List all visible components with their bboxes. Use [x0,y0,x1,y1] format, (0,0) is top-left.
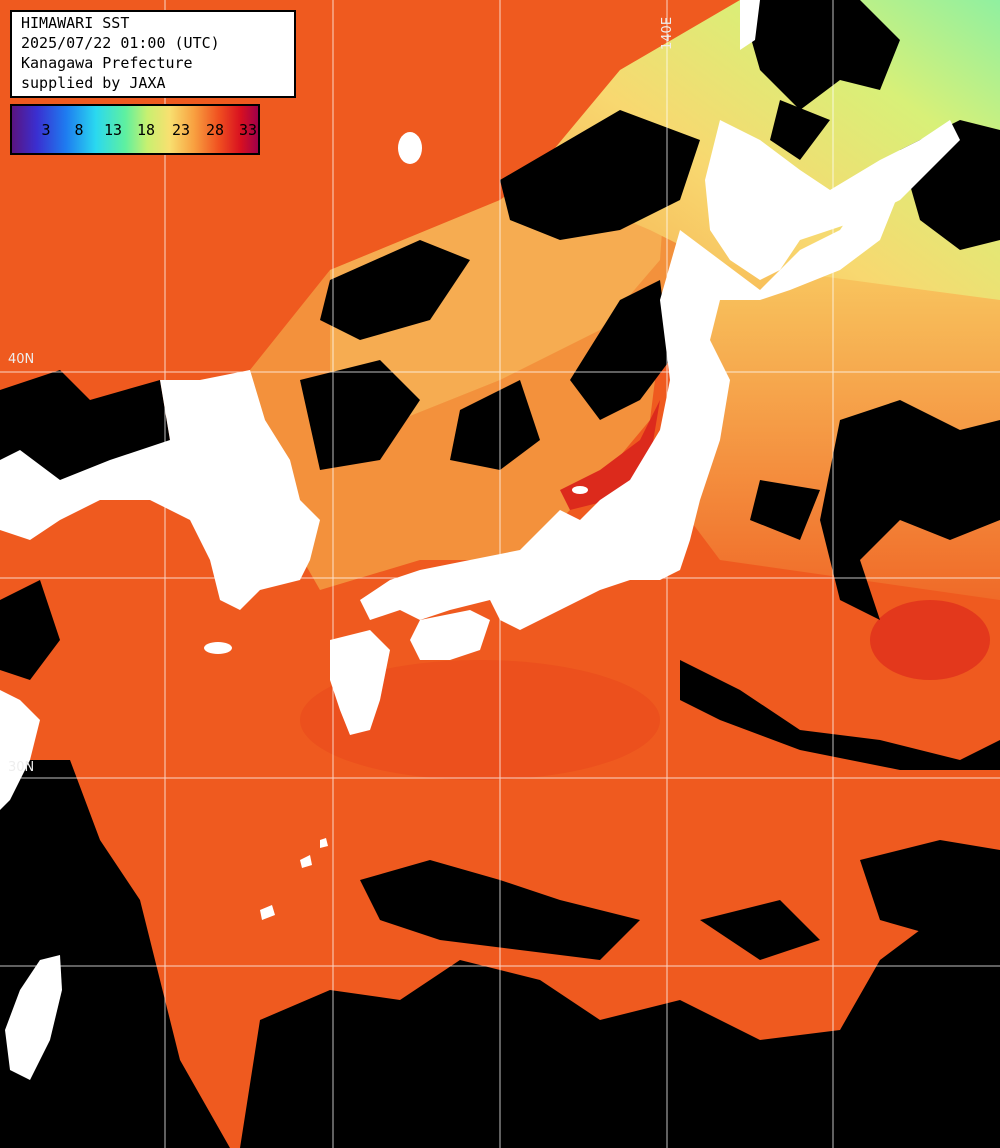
china-coast [0,690,40,810]
data-source: supplied by JAXA [21,74,166,92]
legend-tick: 23 [171,121,191,139]
legend-tick: 13 [103,121,123,139]
legend-tick: 33 [238,121,258,139]
jeju-island [204,642,232,654]
legend-tick: 18 [136,121,156,139]
taiwan [5,955,62,1080]
hot-water-south [300,660,660,780]
temperature-color-scale: 3 8 13 18 23 28 33 [10,104,260,155]
island-north [398,132,422,164]
info-panel: HIMAWARI SST 2025/07/22 01:00 (UTC) Kana… [10,10,296,98]
kyushu [330,630,390,735]
hot-water-toyama [560,400,660,510]
lat-30n-label: 30N [8,760,35,775]
ryukyu-islands [260,838,328,920]
region-name: Kanagawa Prefecture [21,54,193,72]
legend-tick: 3 [41,121,51,139]
shikoku [410,610,490,660]
sado-island [572,486,588,494]
lat-40n-label: 40N [8,352,35,367]
korea-china-land [0,370,320,610]
honshu [360,180,900,630]
product-title: HIMAWARI SST [21,14,130,32]
sakhalin-tip [740,0,760,50]
timestamp: 2025/07/22 01:00 (UTC) [21,34,220,52]
hot-water-ne [870,600,990,680]
legend-tick: 8 [74,121,84,139]
lon-140e-label: 140E [660,16,675,50]
legend-tick: 28 [205,121,225,139]
